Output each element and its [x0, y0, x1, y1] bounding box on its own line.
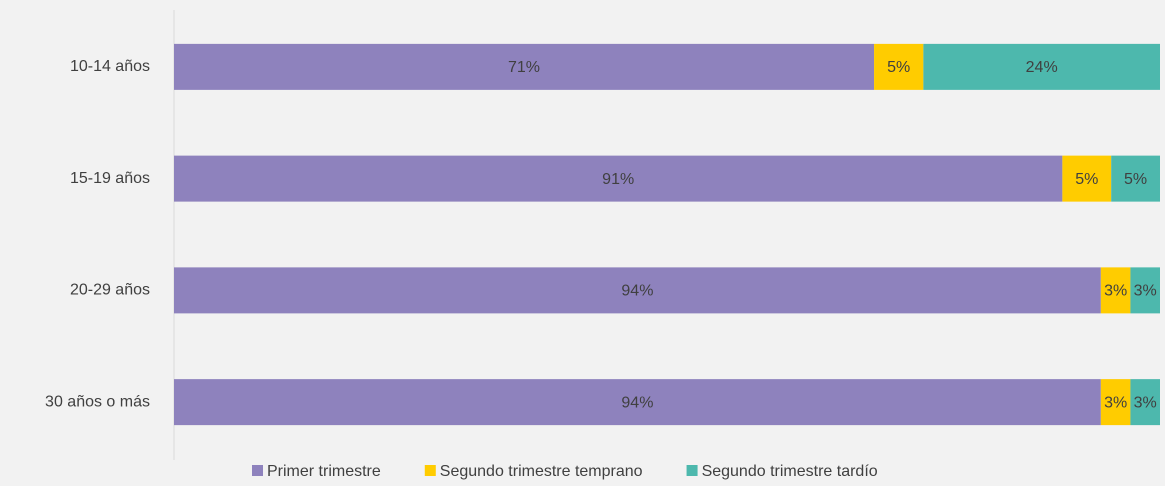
bar-segment — [1111, 155, 1160, 202]
bar-segment — [1100, 267, 1131, 314]
bar-segment — [174, 379, 1101, 426]
bar-segment — [1100, 379, 1131, 426]
legend-label: Primer trimestre — [267, 463, 381, 480]
data-label: 5% — [1124, 171, 1147, 188]
bar-segment — [1062, 155, 1112, 202]
data-label: 94% — [621, 283, 653, 300]
bar-segment — [174, 155, 1063, 202]
data-label: 3% — [1104, 283, 1127, 300]
legend-label: Segundo trimestre temprano — [440, 463, 643, 480]
data-label: 3% — [1134, 283, 1157, 300]
y-tick-label: 10-14 años — [70, 58, 150, 75]
data-label: 5% — [1075, 171, 1098, 188]
y-tick-label: 20-29 años — [70, 282, 150, 299]
bar-segment — [174, 267, 1101, 314]
data-label: 94% — [621, 394, 653, 411]
bar-segment — [874, 43, 924, 90]
data-label: 3% — [1134, 394, 1157, 411]
data-label: 24% — [1026, 59, 1058, 76]
bar-segment — [1130, 379, 1160, 426]
data-label: 3% — [1104, 394, 1127, 411]
legend-swatch — [424, 465, 436, 476]
legend-label: Segundo trimestre tardío — [702, 463, 878, 480]
data-label: 71% — [508, 59, 540, 76]
legend-swatch — [686, 465, 698, 476]
bar-segment — [923, 43, 1160, 90]
legend-swatch — [252, 465, 263, 476]
y-tick-label: 15-19 años — [70, 170, 150, 187]
data-label: 5% — [887, 59, 910, 76]
data-label: 91% — [602, 171, 634, 188]
bar-segment — [174, 43, 875, 90]
bar-segment — [1130, 267, 1160, 314]
y-tick-label: 30 años o más — [45, 393, 150, 410]
